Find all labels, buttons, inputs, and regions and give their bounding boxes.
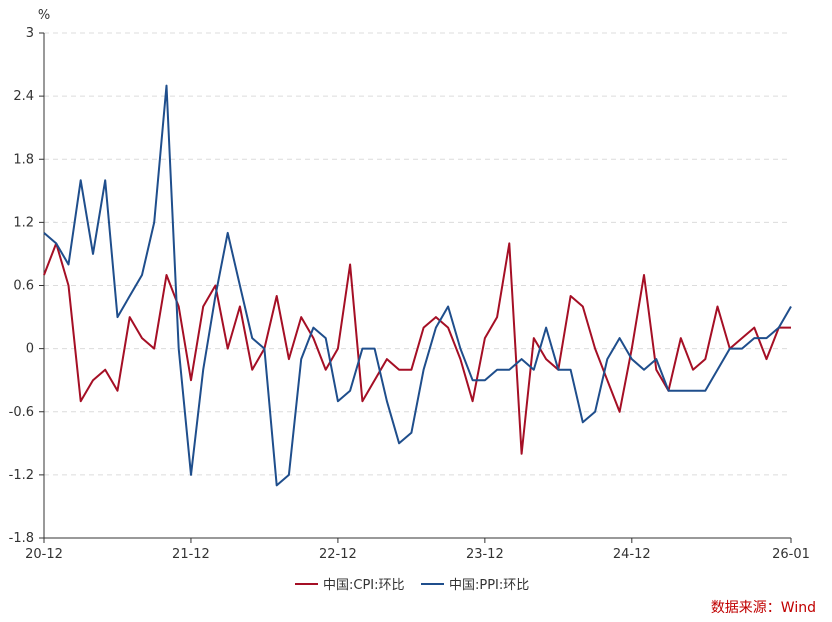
x-tick-label: 20-12 xyxy=(25,547,63,562)
x-axis-ticks: 20-12 21-12 22-12 23-12 24-12 26-01 xyxy=(25,538,810,562)
legend-label-cpi: 中国:CPI:环比 xyxy=(323,578,405,593)
x-tick-label: 26-01 xyxy=(772,547,810,562)
series-layer xyxy=(43,84,792,487)
legend-label-ppi: 中国:PPI:环比 xyxy=(449,578,529,593)
x-tick-label: 23-12 xyxy=(466,547,504,562)
y-tick-label: 0 xyxy=(26,342,34,357)
y-tick-label: -0.6 xyxy=(9,405,34,420)
y-axis-ticks: 3 2.4 1.8 1.2 0.6 0 -0.6 -1.2 -1.8 xyxy=(9,26,44,546)
x-tick-label: 22-12 xyxy=(319,547,357,562)
series-line-ppi xyxy=(43,84,792,487)
legend-item-cpi: 中国:CPI:环比 xyxy=(295,578,405,593)
y-axis-unit: % xyxy=(38,8,50,23)
y-tick-label: -1.2 xyxy=(9,468,34,483)
legend-item-ppi: 中国:PPI:环比 xyxy=(421,578,529,593)
y-tick-label: 3 xyxy=(26,26,34,41)
x-tick-label: 21-12 xyxy=(172,547,210,562)
y-tick-label: 0.6 xyxy=(13,279,34,294)
legend: 中国:CPI:环比 中国:PPI:环比 xyxy=(295,578,529,593)
y-tick-label: -1.8 xyxy=(9,531,34,546)
x-tick-label: 24-12 xyxy=(613,547,651,562)
y-tick-label: 1.8 xyxy=(13,152,34,167)
grid-lines xyxy=(44,32,791,476)
y-tick-label: 2.4 xyxy=(13,89,34,104)
data-source-note: 数据来源：Wind xyxy=(711,600,816,616)
y-tick-label: 1.2 xyxy=(13,215,34,230)
